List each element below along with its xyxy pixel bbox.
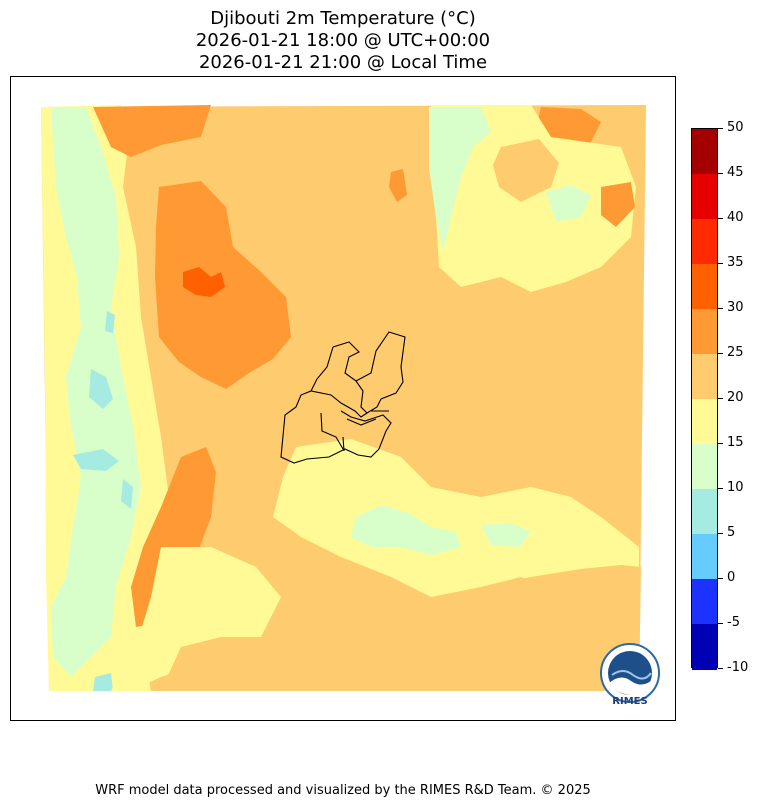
colorbar-tick-label: 30 [727,300,744,315]
colorbar-segment [692,579,717,625]
colorbar-segment [692,309,717,355]
colorbar-tick-label: 25 [727,345,744,360]
djibouti-boundary [280,331,406,464]
field-10-15-ne-patch [546,185,591,222]
temperature-field-map: RIMES [41,105,660,707]
colorbar-tick-label: 20 [727,390,744,405]
field-5-10-pocket-2 [73,449,119,471]
colorbar-tick-mark [718,488,723,489]
colorbar-tick-mark [718,128,723,129]
colorbar [691,128,718,670]
colorbar-tick-mark [718,623,723,624]
map-panel: RIMES [10,76,676,721]
colorbar-segment [692,264,717,310]
field-15-20-south-lower [111,547,281,691]
colorbar-tick-mark [718,173,723,174]
colorbar-tick-label: 15 [727,435,744,450]
colorbar-tick-label: 10 [727,480,744,495]
field-5-10-pocket-3 [121,479,133,509]
colorbar-tick-mark [718,218,723,219]
colorbar-segment [692,219,717,265]
colorbar-segment [692,444,717,490]
colorbar-tick-label: 0 [727,570,736,585]
field-5-10-pocket-4 [105,311,115,333]
colorbar-tick-mark [718,308,723,309]
field-10-15-south-patch [351,505,461,555]
colorbar-tick-label: 35 [727,255,744,270]
colorbar-tick-mark [718,668,723,669]
rimes-logo-text: RIMES [612,696,647,707]
colorbar-segment [692,129,717,175]
colorbar-tick-mark [718,353,723,354]
colorbar-segment [692,489,717,535]
colorbar-segment [692,534,717,580]
field-25-30-ne-spot [389,169,407,202]
map-title: Djibouti 2m Temperature (°C) 2026-01-21 … [0,8,686,74]
title-utc-time: 2026-01-21 18:00 @ UTC+00:00 [195,30,491,51]
field-25-30-ne-inner [601,182,635,227]
colorbar-segment [692,399,717,445]
field-25-30-north [93,105,211,157]
field-20-25-ne-inner [493,139,559,202]
colorbar-segment [692,624,717,670]
title-local-time: 2026-01-21 21:00 @ Local Time [198,52,488,73]
rimes-logo: RIMES [600,643,660,707]
colorbar-segment [692,174,717,220]
field-15-20-northeast [429,105,636,292]
colorbar-tick-label: 5 [727,525,736,540]
colorbar-tick-mark [718,443,723,444]
colorbar-tick-mark [718,578,723,579]
field-30-35-spot [183,267,225,297]
field-20-25-southeast [451,565,641,691]
colorbar-tick-label: 40 [727,210,744,225]
colorbar-tick-mark [718,533,723,534]
colorbar-tick-mark [718,263,723,264]
title-variable: Djibouti 2m Temperature (°C) [210,8,476,29]
credit-footer: WRF model data processed and visualized … [95,783,591,798]
field-10-15-northeast [429,107,491,252]
colorbar-tick-label: 50 [727,120,744,135]
field-10-15-south-patch-2 [481,523,531,547]
field-20-25-south-mid [161,605,481,691]
colorbar-tick-mark [718,398,723,399]
colorbar-tick-label: 45 [727,165,744,180]
field-15-20-south [273,439,639,597]
field-25-30-southwest [131,447,216,627]
colorbar-tick-label: -5 [727,615,740,630]
colorbar-tick-label: -10 [727,660,749,675]
field-5-10-pocket-5 [93,673,113,691]
field-5-10-pocket-1 [89,369,113,409]
colorbar-segment [692,354,717,400]
